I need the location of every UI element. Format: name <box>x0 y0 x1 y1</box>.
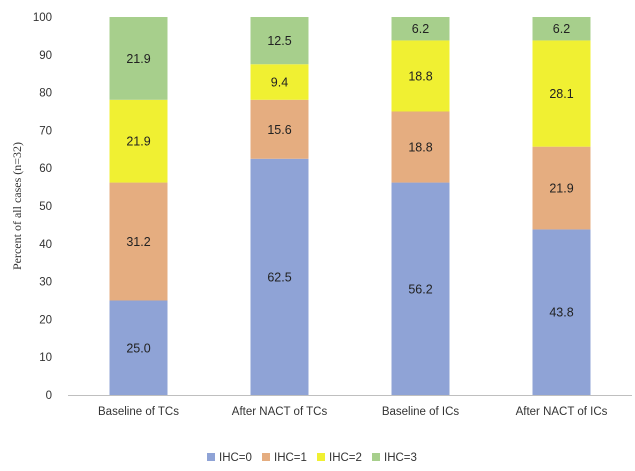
bar-segment-ihc-0 <box>250 158 309 395</box>
legend: IHC=0 IHC=1 IHC=2 IHC=3 <box>207 452 417 464</box>
x-axis: Baseline of TCs After NACT of TCs Baseline… <box>68 395 632 418</box>
data-label: 43.8 <box>549 306 573 320</box>
y-tick-label: 50 <box>39 201 52 213</box>
legend-swatch <box>372 453 380 461</box>
data-label: 6.2 <box>412 22 429 36</box>
data-label: 21.9 <box>126 52 150 66</box>
y-tick-label: 90 <box>39 50 52 62</box>
bar-segment-ihc-0 <box>109 300 168 395</box>
bar-segment-ihc-3 <box>391 17 450 41</box>
bar-segment-ihc-1 <box>391 111 450 183</box>
data-label: 12.5 <box>267 34 291 48</box>
legend-label: IHC=1 <box>274 452 307 464</box>
y-tick-label: 80 <box>39 88 52 100</box>
bar-segment-ihc-2 <box>250 64 309 100</box>
data-label: 21.9 <box>549 182 573 196</box>
y-axis-title-text: Percent of all cases (n=32) <box>10 142 24 270</box>
data-label: 18.8 <box>408 69 432 83</box>
data-label: 15.6 <box>267 123 291 137</box>
data-label: 28.1 <box>549 87 573 101</box>
bar-segment-ihc-1 <box>532 146 591 230</box>
legend-label: IHC=3 <box>384 452 417 464</box>
y-tick-label: 40 <box>39 239 52 251</box>
bars: 25.0 31.2 21.9 21.9 62.5 15.6 9.4 12.5 56.2 18.8 1… <box>109 17 591 395</box>
y-tick-label: 60 <box>39 163 52 175</box>
legend-swatch <box>207 453 215 461</box>
bar-segment-ihc-3 <box>250 17 309 65</box>
bar-segment-ihc-3 <box>532 17 591 41</box>
y-tick-label: 70 <box>39 125 52 137</box>
bar-segment-ihc-0 <box>391 182 450 395</box>
data-label: 9.4 <box>271 76 288 90</box>
data-label: 18.8 <box>408 141 432 155</box>
data-label: 25.0 <box>126 341 150 355</box>
legend-label: IHC=2 <box>329 452 362 464</box>
bar-segment-ihc-1 <box>109 182 168 301</box>
x-category-label: After NACT of TCs <box>232 406 328 418</box>
legend-label: IHC=0 <box>219 452 252 464</box>
x-category-label: Baseline of ICs <box>382 406 460 418</box>
bar-segment-ihc-3 <box>109 17 168 100</box>
data-label: 56.2 <box>408 282 432 296</box>
y-tick-label: 100 <box>33 12 52 24</box>
data-label: 62.5 <box>267 270 291 284</box>
y-axis-title: Percent of all cases (n=32) <box>10 142 24 270</box>
x-category-label: Baseline of TCs <box>98 406 179 418</box>
y-tick-label: 20 <box>39 314 52 326</box>
legend-swatch <box>262 453 270 461</box>
x-category-label: After NACT of ICs <box>516 406 608 418</box>
y-axis: 0 10 20 30 40 50 60 70 80 90 100 <box>33 12 52 402</box>
data-label: 31.2 <box>126 235 150 249</box>
bar-segment-ihc-2 <box>532 40 591 147</box>
y-tick-label: 30 <box>39 277 52 289</box>
y-tick-label: 10 <box>39 352 52 364</box>
y-tick-label: 0 <box>46 390 52 402</box>
bar-segment-ihc-0 <box>532 229 591 395</box>
bar-segment-ihc-2 <box>109 99 168 183</box>
legend-swatch <box>317 453 325 461</box>
data-label: 6.2 <box>553 22 570 36</box>
data-label: 21.9 <box>126 135 150 149</box>
bar-segment-ihc-2 <box>391 40 450 112</box>
bar-segment-ihc-1 <box>250 99 309 159</box>
